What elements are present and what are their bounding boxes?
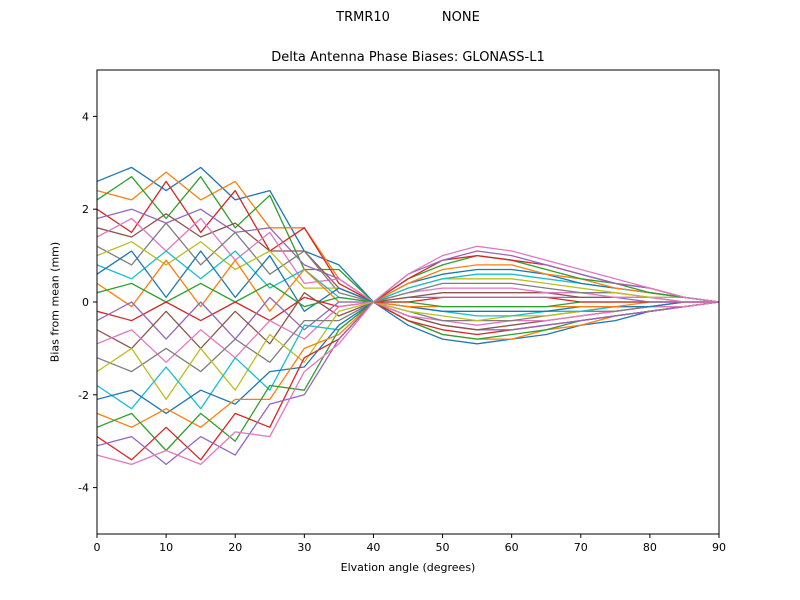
series-line-sat-26 [97,245,719,466]
y-tick-label: 2 [82,203,89,216]
x-tick-label: 0 [94,541,101,554]
chart-title: Delta Antenna Phase Biases: GLONASS-L1 [271,50,545,65]
series-line-sat-12 [97,259,719,312]
figure-suptitle: TRMR10 NONE [97,10,719,25]
x-tick-label: 50 [436,541,450,554]
x-tick-label: 60 [505,541,519,554]
y-tick-label: -2 [78,389,89,402]
x-tick-label: 30 [297,541,311,554]
series-line-sat-14 [97,296,719,322]
x-tick-label: 10 [159,541,173,554]
x-tick-label: 20 [228,541,242,554]
x-tick-label: 40 [366,541,380,554]
x-tick-label: 80 [643,541,657,554]
y-tick-label: 4 [82,110,89,123]
series-group [97,166,719,466]
x-axis-label: Elvation angle (degrees) [340,561,476,574]
suptitle-radome: NONE [441,10,480,25]
series-line-sat-22 [97,264,719,428]
x-tick-label: 70 [574,541,588,554]
suptitle-station: TRMR10 [336,10,390,25]
y-tick-label: 0 [82,296,89,309]
x-tick-label: 90 [712,541,726,554]
series-line-sat-01 [97,166,719,345]
y-tick-label: -4 [78,482,89,495]
